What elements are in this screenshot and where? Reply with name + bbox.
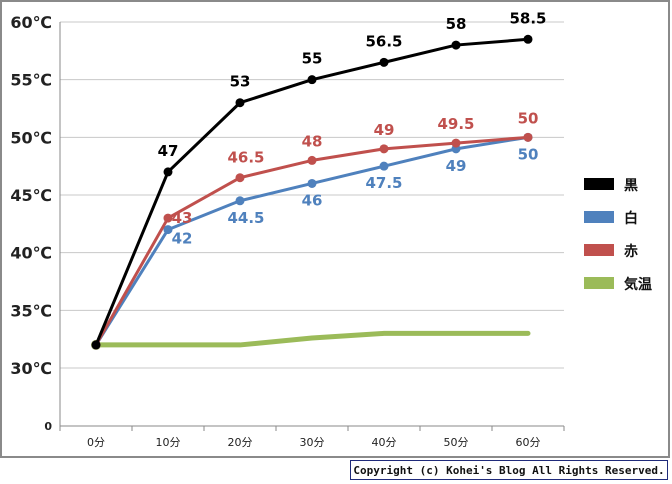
data-label: 43: [172, 209, 193, 227]
data-point: [235, 173, 245, 183]
x-tick-label: 10分: [156, 436, 181, 449]
line-chart: 0 30℃ 35℃ 40℃ 45℃ 50℃ 55℃ 60℃ 0分 10分 20分 30分 40分 50分 6…: [10, 9, 652, 449]
data-point: [235, 98, 245, 108]
y-tick-label: 0: [44, 420, 52, 433]
series-line-気温: [93, 330, 531, 348]
data-label: 49: [446, 157, 467, 175]
data-point: [451, 40, 461, 50]
data-label: 46: [302, 191, 323, 209]
legend-label: 黒: [624, 178, 638, 194]
data-point: [307, 178, 317, 188]
x-tick-label: 0分: [87, 436, 105, 449]
data-label: 47: [158, 142, 179, 160]
x-tick-label: 60分: [516, 436, 541, 449]
data-label: 55: [302, 50, 323, 68]
data-point: [163, 167, 173, 177]
data-point: [307, 155, 317, 165]
y-tick-label: 45℃: [10, 186, 52, 205]
data-point: [451, 138, 461, 148]
data-label: 42: [172, 230, 193, 248]
legend-label: 気温: [624, 276, 652, 293]
axes: 0 30℃ 35℃ 40℃ 45℃ 50℃ 55℃ 60℃ 0分 10分 20分 30分 40分 50分 6…: [10, 13, 565, 449]
legend-swatch-気温: [584, 277, 614, 289]
data-point: [379, 57, 389, 67]
data-point: [523, 34, 533, 44]
x-tick-label: 20分: [228, 436, 253, 449]
legend-label: 白: [624, 210, 638, 227]
grid: [60, 21, 564, 427]
legend-label: 赤: [624, 244, 638, 260]
data-label: 58: [446, 15, 467, 33]
data-label: 47.5: [365, 174, 402, 192]
y-tick-label: 35℃: [10, 301, 52, 320]
data-label: 48: [302, 132, 323, 150]
data-point: [379, 161, 389, 171]
y-tick-label: 30℃: [10, 359, 52, 378]
data-point: [91, 340, 101, 350]
x-tick-label: 50分: [444, 436, 469, 449]
data-label: 49.5: [437, 115, 474, 133]
legend-swatch-黒: [584, 178, 614, 190]
data-point: [163, 225, 173, 235]
data-label: 44.5: [227, 209, 264, 227]
data-label: 49: [374, 121, 395, 139]
data-label: 50: [518, 145, 539, 163]
y-tick-label: 55℃: [10, 71, 52, 90]
data-label: 56.5: [365, 32, 402, 50]
data-point: [307, 75, 317, 85]
x-tick-label: 30分: [300, 436, 325, 449]
data-point: [163, 213, 173, 223]
data-label: 53: [230, 73, 251, 91]
x-tick-label: 40分: [372, 436, 397, 449]
data-label: 50: [518, 109, 539, 127]
data-point: [235, 196, 245, 206]
copyright-notice: Copyright (c) Kohei's Blog All Rights Re…: [350, 460, 668, 480]
y-tick-label: 50℃: [10, 128, 52, 147]
chart-frame: 0 30℃ 35℃ 40℃ 45℃ 50℃ 55℃ 60℃ 0分 10分 20分 30分 40分 50分 6…: [0, 0, 670, 458]
data-labels: 47 53 55 56.5 58 58.5 42 44.5 46 47.5 49 50 43 46.5 48…: [158, 9, 547, 247]
data-point: [379, 144, 389, 154]
y-tick-label: 60℃: [10, 13, 52, 32]
series-lines: [91, 34, 533, 350]
data-point: [523, 132, 533, 142]
legend-swatch-赤: [584, 244, 614, 256]
data-label: 46.5: [227, 149, 264, 167]
data-label: 58.5: [509, 9, 546, 27]
y-tick-label: 40℃: [10, 244, 52, 263]
legend-swatch-白: [584, 211, 614, 223]
